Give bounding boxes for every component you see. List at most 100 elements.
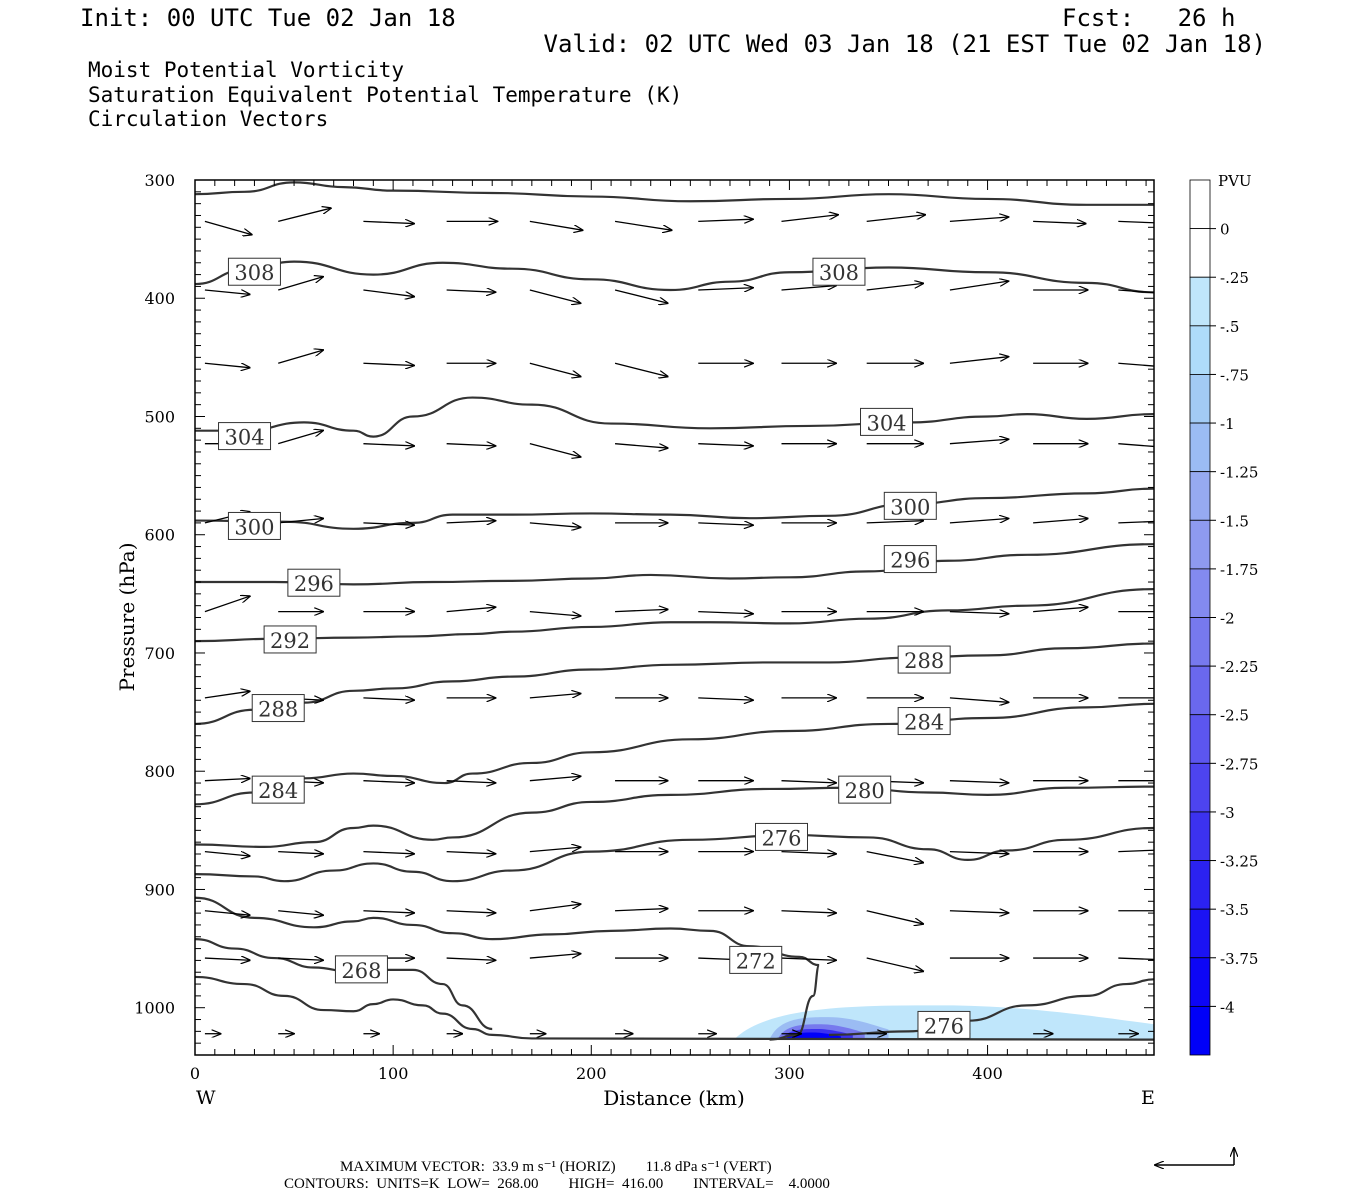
y-tick-label: 900: [144, 880, 175, 899]
contour-label-300: 300: [227, 511, 281, 540]
circulation-vector: [698, 612, 753, 614]
contour-label-box: [917, 1010, 971, 1039]
colorbar-box: [1189, 568, 1211, 618]
x-axis-left-end-label: W: [196, 1087, 216, 1109]
circulation-vector: [278, 910, 323, 915]
colorbar-box: [1189, 228, 1211, 278]
circulation-vector: [1118, 220, 1154, 224]
colorbar-level-label: -4: [1220, 998, 1235, 1016]
theta-es-contour-280: [195, 785, 1154, 848]
colorbar-box: [1189, 908, 1211, 959]
colorbar-level-label: -1: [1220, 415, 1235, 433]
circulation-vector: [529, 904, 581, 912]
contour-label-box: [754, 822, 808, 851]
circulation-vector: [1118, 849, 1154, 853]
contour-label-296: 296: [883, 545, 937, 574]
colorbar-box: [1189, 471, 1211, 521]
circulation-vector-layer: [204, 208, 1154, 1034]
x-tick-label: 100: [378, 1064, 409, 1083]
circulation-vector: [949, 357, 1008, 364]
circulation-vector: [1118, 957, 1154, 961]
circulation-vector: [949, 781, 1008, 783]
field-title-vectors: Circulation Vectors: [88, 107, 329, 131]
colorbar-level-label: -2.5: [1220, 707, 1249, 725]
contour-label-280: 280: [838, 775, 892, 804]
contour-label-308: 308: [227, 257, 281, 286]
forecast-hour: Fcst: 26 h: [1062, 4, 1236, 32]
contour-label-300: 300: [883, 491, 937, 520]
colorbar-level-label: -3.25: [1220, 853, 1258, 871]
circulation-vector: [1033, 519, 1088, 524]
y-tick-label: 800: [144, 762, 175, 781]
contour-label-box: [729, 945, 783, 974]
theta-es-contour-276: [195, 826, 1154, 883]
colorbar-level-label: -2.75: [1220, 755, 1258, 773]
circulation-vector: [529, 776, 581, 782]
contour-label-288: 288: [251, 694, 305, 723]
colorbar-box: [1189, 811, 1211, 861]
circulation-vector: [278, 208, 331, 223]
circulation-vector: [781, 852, 836, 854]
circulation-vector: [363, 363, 414, 365]
circulation-vector: [781, 781, 836, 783]
circulation-vector: [529, 220, 583, 230]
circulation-vector: [1118, 362, 1154, 367]
circulation-vector: [363, 523, 414, 525]
contour-label-box: [860, 407, 914, 436]
theta-es-contour-unlabeled: [195, 975, 1154, 1041]
colorbar-unit-label: PVU: [1218, 172, 1252, 190]
contour-label-276: 276: [754, 822, 808, 851]
contour-label-284: 284: [251, 775, 305, 804]
circulation-vector: [204, 289, 250, 294]
circulation-vector: [278, 350, 323, 364]
circulation-vector: [866, 850, 923, 863]
circulation-vector: [698, 219, 753, 221]
colorbar-level-label: -.5: [1220, 318, 1239, 336]
circulation-vector: [615, 909, 668, 911]
circulation-vector: [204, 691, 250, 699]
contour-label-box: [227, 257, 281, 286]
colorbar-box: [1189, 762, 1211, 813]
contour-label-box: [218, 422, 272, 451]
x-tick-label: 200: [576, 1064, 607, 1083]
contour-label-304: 304: [218, 422, 272, 451]
max-vector-note: MAXIMUM VECTOR: 33.9 m s⁻¹ (HORIZ) 11.8 …: [340, 1159, 772, 1175]
circulation-vector: [698, 698, 753, 700]
circulation-vector: [363, 444, 414, 446]
circulation-vector: [1033, 607, 1088, 613]
field-title-theta-es: Saturation Equivalent Potential Temperat…: [88, 83, 683, 107]
contour-label-text: 284: [258, 779, 298, 803]
circulation-vector: [204, 958, 250, 960]
contour-label-box: [334, 955, 388, 984]
x-tick-label: 0: [190, 1064, 200, 1083]
contour-label-304: 304: [860, 407, 914, 436]
circulation-vector: [781, 215, 837, 223]
contour-label-text: 288: [904, 649, 944, 673]
contour-label-text: 280: [845, 779, 885, 803]
colorbar-box: [1189, 422, 1211, 473]
contour-label-box: [838, 775, 892, 804]
circulation-vector: [866, 215, 925, 223]
theta-es-contour-292: [195, 588, 1154, 643]
contour-label-text: 268: [341, 959, 381, 983]
contour-info-note: CONTOURS: UNITS=K LOW= 268.00 HIGH= 416.…: [284, 1176, 830, 1192]
x-tick-label: 400: [972, 1064, 1003, 1083]
colorbar-level-label: -.75: [1220, 366, 1249, 384]
circulation-vector: [949, 439, 1008, 445]
circulation-vector: [363, 221, 414, 223]
circulation-vector: [446, 852, 496, 854]
circulation-vector: [529, 694, 581, 699]
contour-label-box: [227, 511, 281, 540]
colorbar-level-label: -2.25: [1220, 658, 1258, 676]
circulation-vector: [614, 362, 668, 376]
y-axis-label: Pressure (hPa): [115, 543, 139, 692]
colorbar-box: [1189, 957, 1211, 1007]
colorbar-box: [1189, 519, 1211, 570]
circulation-vector: [781, 286, 836, 291]
colorbar-level-label: -3: [1220, 804, 1235, 822]
reference-vector-icon: [1155, 1148, 1234, 1165]
colorbar-box: [1189, 325, 1211, 375]
contour-label-272: 272: [729, 945, 783, 974]
contour-label-box: [883, 491, 937, 520]
circulation-vector: [949, 217, 1008, 223]
